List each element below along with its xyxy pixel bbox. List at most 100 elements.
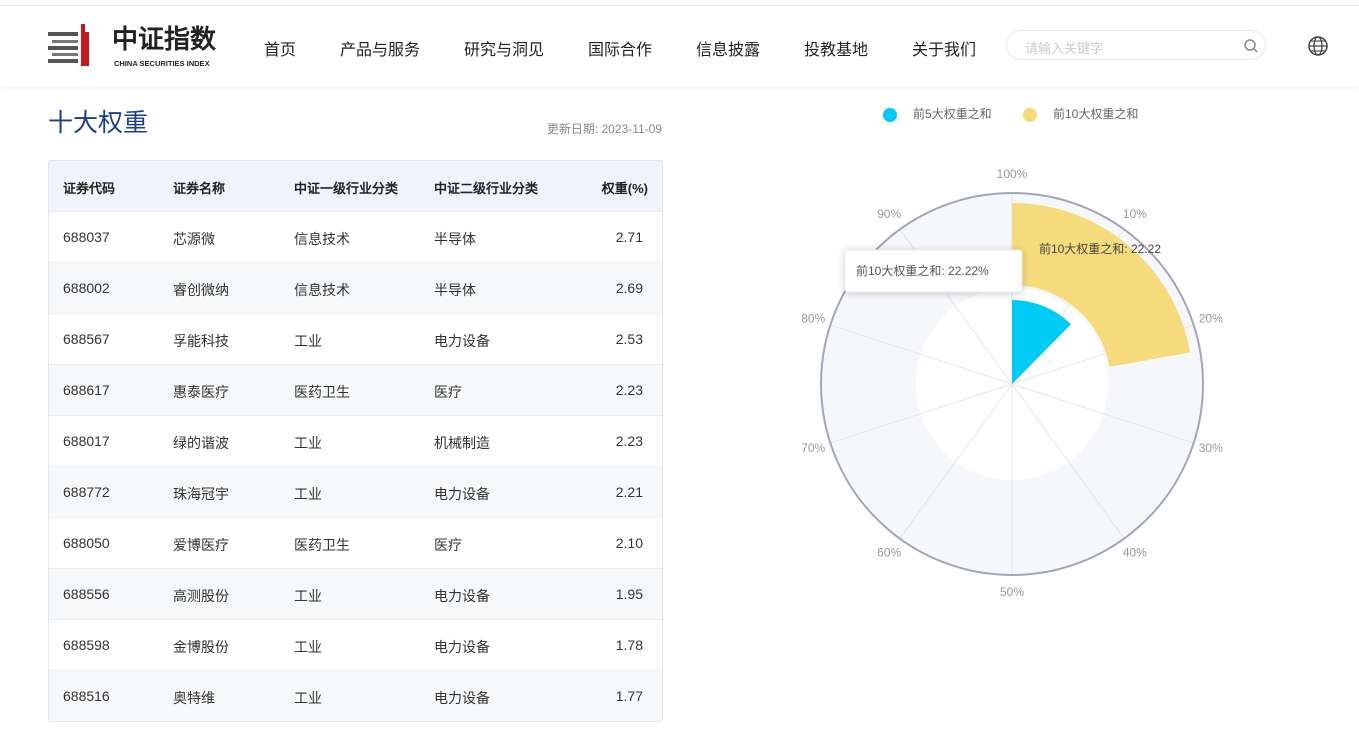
table-cell: 半导体 (434, 282, 476, 298)
table-cell: 688516 (63, 688, 110, 704)
table-cell: 工业 (294, 435, 322, 451)
table-cell: 工业 (294, 690, 322, 706)
column-header: 权重(%) (601, 181, 648, 196)
table-cell: 688037 (63, 229, 110, 245)
nav-item[interactable]: 产品与服务 (340, 42, 421, 59)
table-cell: 2.23 (615, 433, 643, 449)
polar-chart: 100%10%20%30%40%50%60%70%80%90%前5大权重之和 前1… (801, 106, 1223, 599)
table-row: 688037 芯源微 信息技术 半导体 2.71 (49, 211, 662, 262)
angle-tick-label: 90% (877, 207, 901, 221)
legend-marker (1023, 108, 1037, 122)
legend-label: 前5大权重之和 (913, 106, 992, 121)
table-cell: 688017 (63, 433, 110, 449)
search-box[interactable]: 请输入关键字 (1006, 30, 1266, 60)
nav-item[interactable]: 国际合作 (588, 42, 653, 59)
table-cell: 2.53 (615, 331, 643, 347)
table-cell: 惠泰医疗 (173, 384, 229, 400)
angle-tick-label: 100% (997, 167, 1028, 181)
tooltip-box (844, 249, 1023, 293)
nav-item[interactable]: 首页 (264, 42, 297, 59)
table-cell: 医疗 (434, 384, 462, 400)
legend-marker (883, 108, 897, 122)
logo-cn: 中证指数 (112, 24, 217, 54)
table-cell: 1.78 (615, 637, 643, 653)
table-cell: 爱博医疗 (173, 537, 229, 553)
table-row: 688556 高测股份 工业 电力设备 1.95 (49, 568, 662, 619)
header: 中证指数 CHINA SECURITIES INDEX 首页 产品与服务 研究与洞见… (0, 6, 1359, 86)
table-cell: 信息技术 (294, 282, 350, 298)
table-cell: 2.21 (615, 484, 643, 500)
table-cell: 1.95 (615, 586, 643, 602)
angle-tick-label: 70% (801, 441, 825, 455)
tooltip-text: 前10大权重之和: 22.22% (856, 263, 989, 278)
table-row: 688598 金博股份 工业 电力设备 1.78 (49, 619, 662, 670)
angle-tick-label: 80% (801, 312, 825, 326)
angle-tick-label: 20% (1199, 312, 1223, 326)
angle-tick-label: 50% (1000, 585, 1024, 599)
table-row: 688050 爱博医疗 医药卫生 医疗 2.10 (49, 517, 662, 568)
column-header: 证券名称 (173, 181, 226, 196)
angle-tick-label: 40% (1123, 545, 1147, 559)
table-cell: 工业 (294, 588, 322, 604)
table-row: 688516 奥特维 工业 电力设备 1.77 (49, 670, 662, 721)
table-cell: 医药卫生 (294, 384, 350, 400)
table-row: 688017 绿的谐波 工业 机械制造 2.23 (49, 415, 662, 466)
grid-line (830, 324, 1013, 385)
angle-axis (820, 192, 1204, 576)
table-cell: 奥特维 (173, 690, 215, 706)
nav-item[interactable]: 投教基地 (804, 42, 869, 59)
table-cell: 珠海冠宇 (173, 486, 229, 502)
angle-tick-label: 60% (877, 545, 901, 559)
nav-item[interactable]: 研究与洞见 (464, 42, 545, 59)
grid-line (830, 383, 1013, 444)
table-cell: 电力设备 (434, 333, 490, 349)
grid-line (899, 383, 1013, 539)
column-header: 中证二级行业分类 (434, 181, 539, 196)
table-cell: 睿创微纳 (173, 282, 229, 298)
table-cell: 2.71 (615, 229, 643, 245)
angle-tick-label: 10% (1123, 207, 1147, 221)
table-cell: 688772 (63, 484, 110, 500)
update-date: 更新日期: 2023-11-09 (546, 122, 662, 136)
polar-bar (1012, 300, 1071, 384)
table-cell: 688050 (63, 535, 110, 551)
table-cell: 电力设备 (434, 690, 490, 706)
table-cell: 医疗 (434, 537, 462, 553)
table-cell: 半导体 (434, 231, 476, 247)
table-cell: 688556 (63, 586, 110, 602)
logo[interactable]: 中证指数 CHINA SECURITIES INDEX (48, 22, 238, 72)
search-icon[interactable] (1243, 38, 1259, 54)
nav-item[interactable]: 信息披露 (696, 42, 761, 59)
table-header: 证券代码 证券名称 中证一级行业分类 中证二级行业分类 权重(%) (49, 161, 662, 211)
polar-bar (1012, 203, 1191, 367)
angle-tick-label: 30% (1199, 441, 1223, 455)
table-cell: 机械制造 (434, 435, 490, 451)
table-cell: 工业 (294, 639, 322, 655)
grid-line (1011, 383, 1194, 444)
table-cell: 工业 (294, 333, 322, 349)
weights-table: 证券代码 证券名称 中证一级行业分类 中证二级行业分类 权重(%) 688037 芯源微 信息… (48, 160, 663, 722)
search-placeholder: 请输入关键字 (1025, 41, 1104, 56)
section-title: 十大权重 (48, 109, 149, 137)
logo-en: CHINA SECURITIES INDEX (114, 59, 210, 68)
table-cell: 1.77 (615, 688, 643, 704)
column-header: 中证一级行业分类 (294, 181, 399, 196)
table-row: 688617 惠泰医疗 医药卫生 医疗 2.23 (49, 364, 662, 415)
grid-line (1011, 383, 1125, 539)
language-icon[interactable] (1307, 35, 1329, 57)
nav-item[interactable]: 关于我们 (912, 42, 977, 59)
table-cell: 688567 (63, 331, 110, 347)
table-cell: 2.10 (615, 535, 643, 551)
table-cell: 孚能科技 (173, 333, 229, 349)
table-cell: 电力设备 (434, 486, 490, 502)
table-cell: 688002 (63, 280, 110, 296)
table-cell: 高测股份 (173, 588, 229, 604)
table-cell: 电力设备 (434, 588, 490, 604)
legend-label: 前10大权重之和 (1053, 106, 1138, 121)
table-cell: 金博股份 (173, 639, 229, 655)
table-row: 688772 珠海冠宇 工业 电力设备 2.21 (49, 466, 662, 517)
table-row: 688567 孚能科技 工业 电力设备 2.53 (49, 313, 662, 364)
data-label: 前10大权重之和: 22.22 (1039, 241, 1161, 256)
table-cell: 医药卫生 (294, 537, 350, 553)
